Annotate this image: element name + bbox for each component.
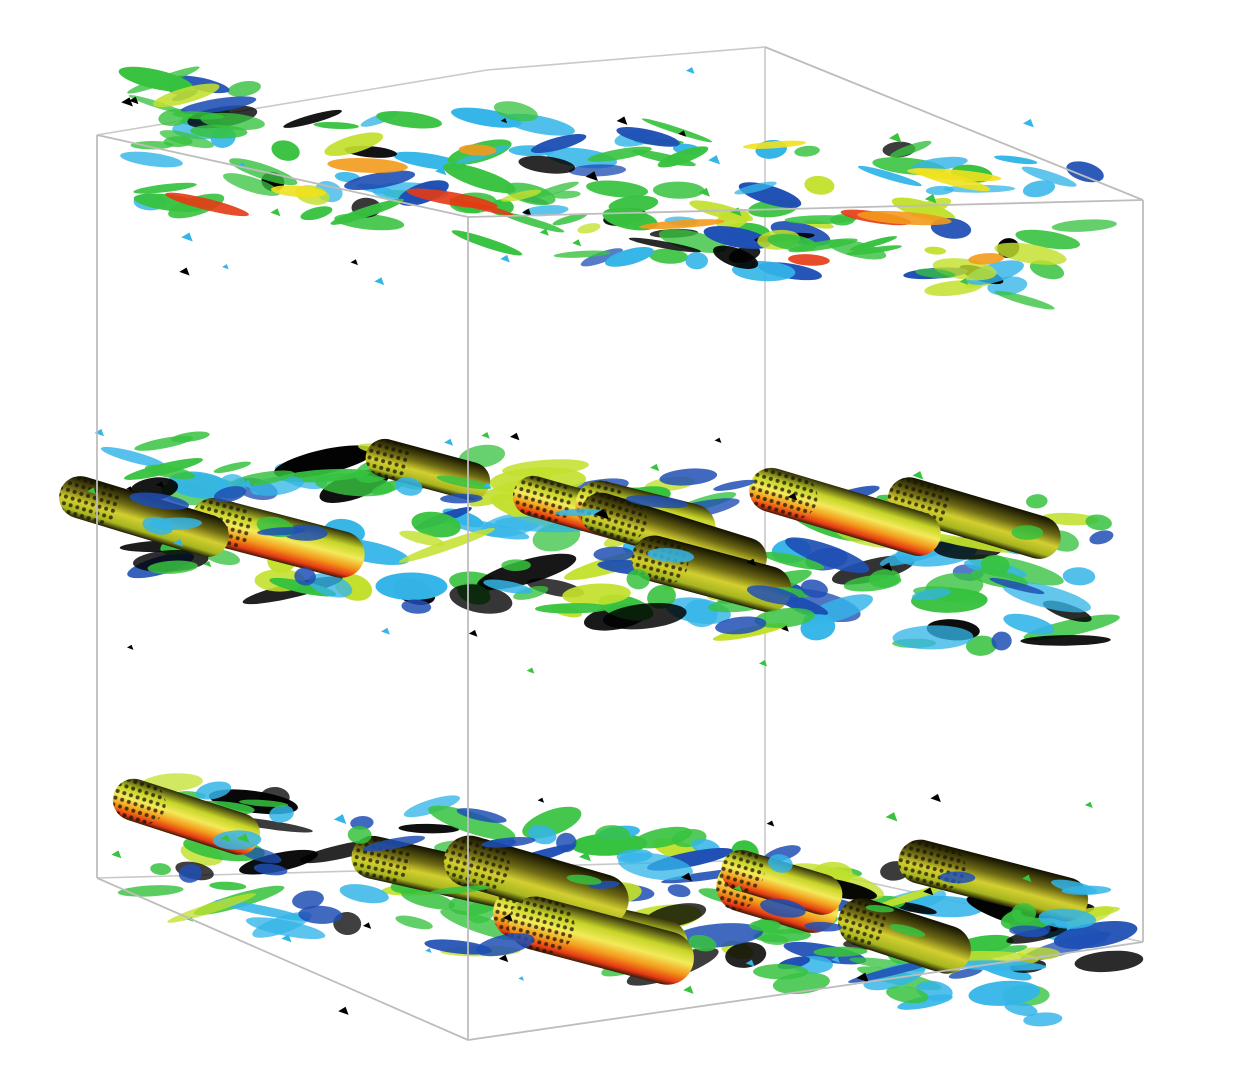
- vortex-blob: [269, 137, 302, 164]
- debris-flake: [1023, 119, 1034, 128]
- vortex-blob: [327, 156, 408, 174]
- debris-flake: [617, 116, 628, 124]
- vortex-blob: [1074, 948, 1144, 974]
- vortex-blob: [133, 181, 197, 196]
- debris-flake: [481, 432, 489, 439]
- debris-flake: [759, 660, 767, 666]
- vortex-blob: [209, 881, 246, 891]
- debris-flake: [683, 986, 693, 994]
- debris-flake: [179, 268, 189, 276]
- debris-flake: [350, 259, 357, 265]
- debris-flake: [708, 155, 720, 164]
- debris-flake: [374, 277, 384, 285]
- debris-flake: [767, 820, 775, 826]
- debris-flake: [686, 67, 695, 74]
- vortex-blob: [1088, 528, 1115, 547]
- vortex-blob: [924, 246, 946, 256]
- debris-flake: [715, 438, 722, 443]
- debris-flake: [500, 255, 510, 263]
- debris-flake: [121, 97, 133, 106]
- vortex-blob: [501, 559, 531, 571]
- debris-flake: [886, 812, 898, 821]
- vortex-blob: [450, 227, 524, 260]
- debris-flake: [527, 667, 535, 673]
- debris-flake: [930, 794, 940, 802]
- debris-flake: [127, 645, 133, 650]
- vortex-blob: [1025, 493, 1048, 509]
- vortex-blob: [394, 913, 434, 932]
- vortex-blob: [794, 145, 820, 158]
- box-edge-back-top-right: [487, 47, 765, 70]
- vortex-blob: [375, 108, 443, 132]
- middle-layer: [54, 429, 1122, 674]
- bottom-layer: [107, 771, 1144, 1027]
- vortex-blob: [667, 882, 692, 898]
- vortex-blob: [1051, 218, 1117, 234]
- debris-flake: [181, 232, 192, 241]
- vortex-blob: [338, 881, 390, 907]
- vortex-blob: [150, 862, 172, 876]
- debris-flake: [95, 429, 104, 436]
- vortex-blob: [576, 221, 601, 235]
- top-layer: [117, 62, 1118, 313]
- debris-flake: [111, 850, 121, 858]
- box-edge-top-front-right: [468, 200, 1143, 217]
- vortex-blob: [299, 204, 334, 223]
- debris-flake: [381, 628, 390, 635]
- vortex-blob: [603, 243, 656, 271]
- debris-flake: [499, 955, 508, 962]
- debris-flake: [469, 630, 478, 637]
- debris-flake: [650, 464, 659, 471]
- debris-flake: [889, 133, 901, 143]
- debris-flake: [425, 948, 431, 953]
- vortex-blob: [994, 288, 1056, 313]
- vortex-blob: [375, 572, 447, 600]
- debris-flake: [444, 439, 453, 446]
- debris-flake: [510, 433, 519, 440]
- vortex-blob: [1062, 567, 1095, 586]
- vortex-blob: [803, 174, 835, 196]
- vortex-blob: [892, 625, 973, 650]
- debris-flake: [338, 1007, 348, 1015]
- debris-flake: [572, 239, 581, 246]
- debris-flake: [334, 814, 346, 824]
- vortex-blob: [213, 459, 252, 475]
- vortex-blob: [226, 79, 262, 99]
- debris-flake: [270, 208, 280, 216]
- debris-flake: [1085, 802, 1093, 808]
- debris-flake: [222, 264, 229, 269]
- vortex-blob: [685, 252, 708, 269]
- debris-flake: [538, 798, 545, 803]
- debris-flake: [363, 922, 371, 928]
- vortex-blob: [653, 181, 705, 199]
- vortex-blob: [130, 141, 173, 149]
- vortex-blob: [313, 121, 359, 130]
- debris-flake: [518, 976, 524, 981]
